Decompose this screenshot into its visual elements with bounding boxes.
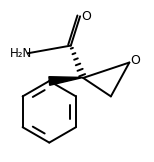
Text: O: O xyxy=(131,54,140,68)
Polygon shape xyxy=(49,77,83,85)
Text: H₂N: H₂N xyxy=(10,47,32,60)
Text: O: O xyxy=(81,10,91,23)
